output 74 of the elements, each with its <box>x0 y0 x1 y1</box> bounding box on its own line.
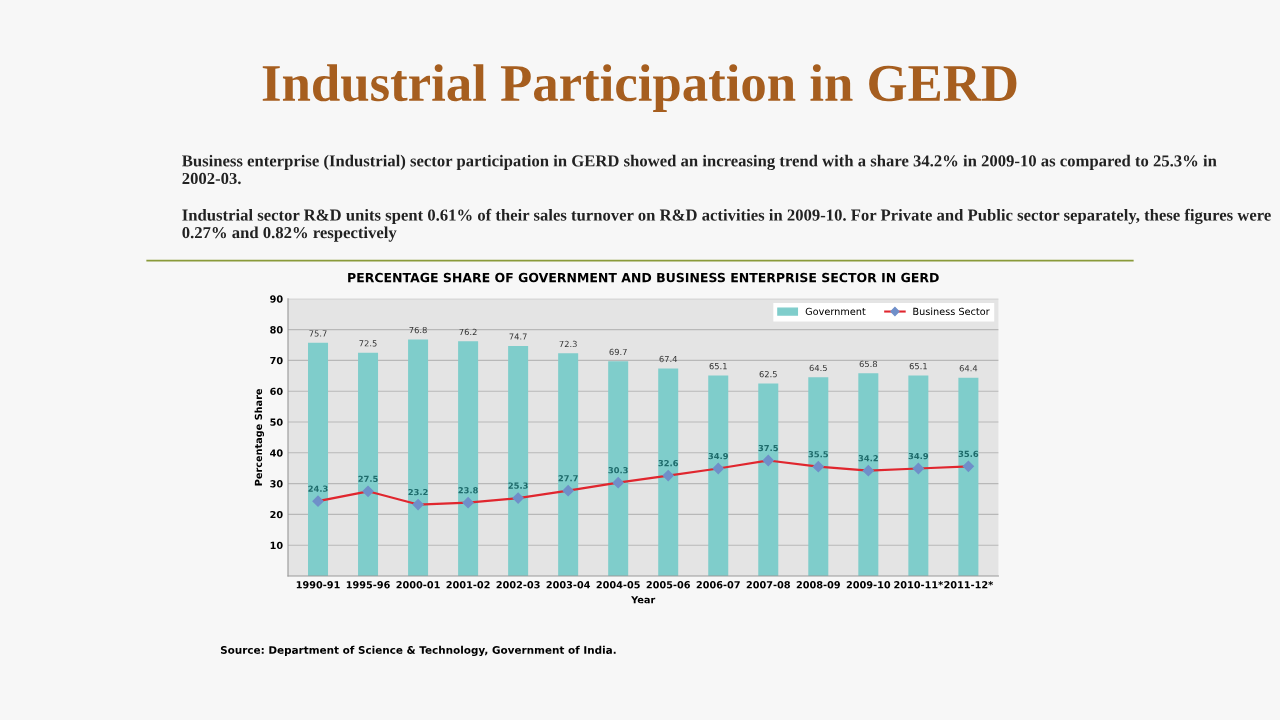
data-label: 24.3 <box>308 485 328 492</box>
x-axis-title: Year <box>631 596 656 604</box>
x-tick-label: 2001-02 <box>446 581 490 589</box>
bar <box>908 375 929 576</box>
y-tick-label: 20 <box>270 510 283 519</box>
x-tick-label: 2006-07 <box>696 581 740 589</box>
legend-label: Business Sector <box>913 307 990 316</box>
x-tick-label: 2010-11* <box>894 581 944 589</box>
x-tick-label: 1990-91 <box>296 581 340 589</box>
x-tick-label: 2007-08 <box>746 581 790 589</box>
bar <box>708 375 729 576</box>
y-axis-title: Percentage Share <box>254 388 265 486</box>
data-label: 69.7 <box>609 348 627 356</box>
chart-subtitle: PERCENTAGE SHARE OF GOVERNMENT AND BUSINESS ENTERPRISE SECTOR IN GERD <box>348 272 939 283</box>
bar <box>358 352 379 576</box>
y-tick-label: 50 <box>270 418 283 426</box>
data-label: 65.1 <box>709 362 727 370</box>
data-label: 72.3 <box>559 340 577 348</box>
x-tick-label: 2003-04 <box>546 581 591 589</box>
data-label: 25.3 <box>508 482 528 489</box>
data-label: 23.8 <box>458 487 478 494</box>
x-tick-label: 2004-05 <box>596 581 640 589</box>
text: Industrial sector R&D units spent 0.61% of their sales turnover on R&D activities in 2009-10. For Private and Public sector separately, these figures were 0.27% and 0.82% respectively <box>182 208 1271 242</box>
bar <box>308 342 329 576</box>
y-tick-label: 30 <box>270 480 283 488</box>
data-label: 27.7 <box>558 475 578 482</box>
bar <box>508 345 529 576</box>
data-label: 62.5 <box>759 370 777 378</box>
data-label: 23.2 <box>408 488 428 496</box>
y-tick-label: 80 <box>270 326 283 334</box>
data-label: 32.6 <box>658 459 679 467</box>
bar <box>958 377 979 576</box>
data-label: 74.7 <box>509 333 527 340</box>
data-label: 67.4 <box>659 355 678 363</box>
data-label: 72.5 <box>359 340 377 347</box>
x-tick-label: 2002-03 <box>496 581 540 589</box>
chart-title: Industrial Participation in GERD <box>262 64 1017 113</box>
data-label: 35.5 <box>808 451 828 458</box>
x-tick-label: 2000-01 <box>396 581 440 589</box>
x-tick-label: 2011-12* <box>944 581 994 589</box>
data-label: 34.9 <box>908 452 929 460</box>
bar <box>558 353 579 576</box>
source-note: Source: Department of Science & Technology, Government of India. <box>220 645 616 657</box>
bar <box>658 368 679 576</box>
data-label: 35.6 <box>958 450 979 458</box>
data-label: 30.3 <box>608 467 628 474</box>
data-label: 76.8 <box>409 326 427 334</box>
data-label: 64.4 <box>959 365 978 372</box>
x-tick-label: 2009-10 <box>846 581 891 589</box>
data-label: 34.2 <box>858 455 878 462</box>
x-tick-label: 2008-09 <box>796 581 840 589</box>
data-label: 34.9 <box>708 452 728 460</box>
bar <box>458 341 479 576</box>
y-tick-label: 10 <box>270 541 283 550</box>
data-label: 27.5 <box>358 475 378 482</box>
data-label: 65.1 <box>909 362 927 370</box>
y-tick-label: 70 <box>270 356 283 365</box>
x-tick-label: 2005-06 <box>646 581 690 589</box>
text: Business enterprise (Industrial) sector participation in GERD showed an increasing trend with a share 34.2% in 2009-10 as compared to 25.3% in 2002-03. <box>182 154 1217 185</box>
legend-label: Government <box>805 307 866 316</box>
bar <box>858 373 879 576</box>
data-label: 64.5 <box>809 364 827 372</box>
data-label: 65.8 <box>859 360 878 368</box>
data-label: 75.7 <box>309 330 327 337</box>
y-tick-label: 60 <box>270 387 283 396</box>
x-tick-label: 1995-96 <box>346 581 390 589</box>
bar <box>408 339 429 576</box>
data-label: 76.2 <box>459 328 477 336</box>
bar <box>758 383 779 576</box>
bar <box>608 361 629 576</box>
bar <box>808 377 829 576</box>
y-tick-label: 40 <box>270 449 283 457</box>
y-tick-label: 90 <box>270 295 283 303</box>
data-label: 37.5 <box>758 444 778 452</box>
